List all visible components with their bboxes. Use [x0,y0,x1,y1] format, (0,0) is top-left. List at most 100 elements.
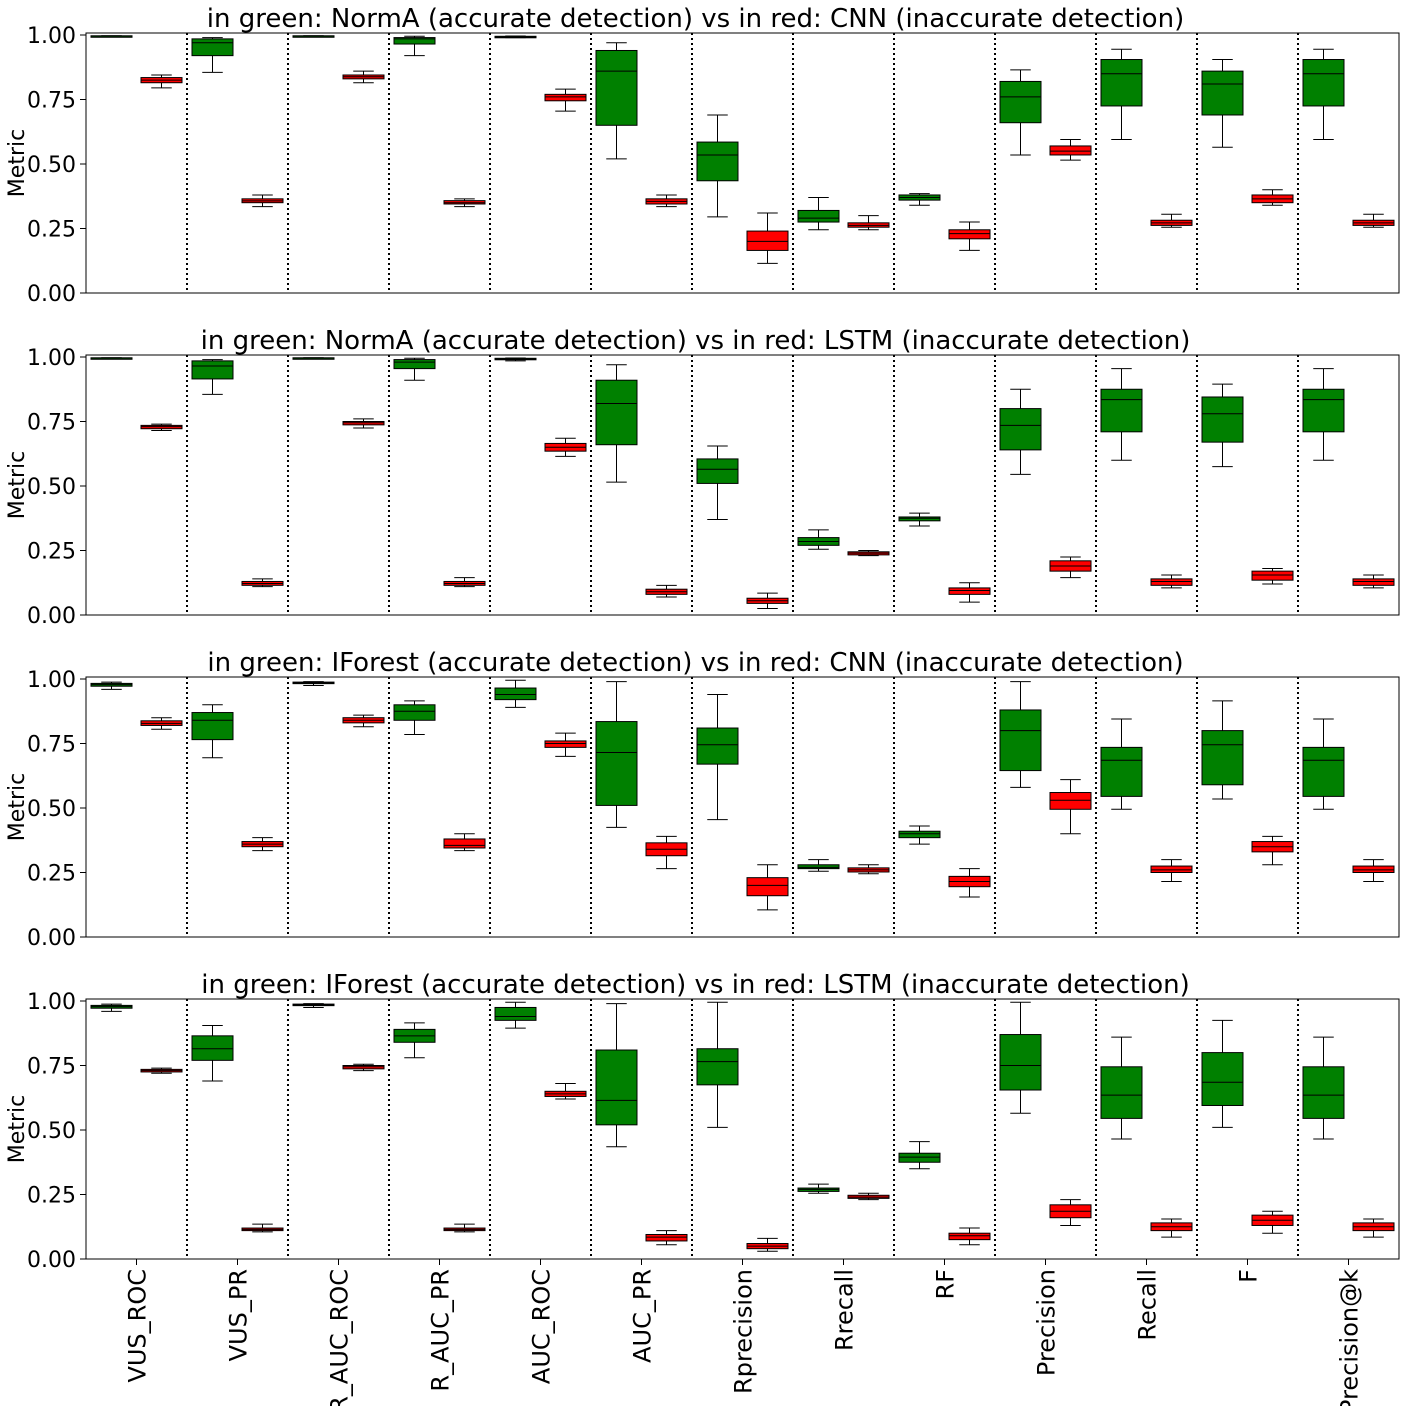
box-iqr [999,408,1042,451]
inaccurate-box-Rprecision [746,212,789,264]
accurate-box-Rrecall [797,1183,840,1194]
inaccurate-box-F [1251,189,1294,206]
box-iqr [746,877,789,897]
box-iqr [595,1049,638,1126]
inaccurate-box-Precision@k [1352,574,1395,589]
box-iqr [948,229,991,240]
inaccurate-box-VUS_PR [241,578,284,588]
y-tick-label: 0.00 [27,604,76,629]
inaccurate-box-Recall [1150,213,1193,228]
box-iqr [191,38,234,57]
accurate-box-VUS_ROC [90,681,133,690]
x-tick-label: F [1235,1269,1263,1283]
inaccurate-box-R_AUC_PR [443,577,486,588]
x-tick-label: Rrecall [831,1269,859,1351]
accurate-box-VUS_PR [191,704,234,759]
box-iqr [1100,746,1143,797]
inaccurate-box-Recall [1150,859,1193,883]
box-iqr [797,209,840,223]
inaccurate-box-VUS_PR [241,1223,284,1233]
box-iqr [1201,730,1244,786]
accurate-box-Precision@k [1302,368,1345,461]
y-tick-label: 0.75 [27,411,76,436]
inaccurate-box-R_AUC_PR [443,198,486,208]
inaccurate-box-R_AUC_PR [443,1223,486,1233]
inaccurate-box-Rrecall [847,215,890,231]
box-iqr [696,458,739,484]
accurate-box-Precision [999,69,1042,156]
accurate-box-R_AUC_ROC [292,357,335,360]
x-tick-label: AUC_PR [629,1269,657,1363]
accurate-box-AUC_ROC [494,1001,537,1029]
accurate-box-AUC_PR [595,364,638,483]
y-tick-label: 0.00 [27,282,76,307]
chart-panel-3: in green: IForest (accurate detection) v… [5,648,1400,951]
box-iqr [1352,578,1395,586]
box-iqr [999,1034,1042,1091]
inaccurate-box-Rprecision [746,1237,789,1252]
accurate-box-R_AUC_PR [393,357,436,381]
accurate-box-Precision@k [1302,48,1345,140]
inaccurate-box-Rrecall [847,550,890,557]
inaccurate-box-Precision@k [1352,1218,1395,1238]
inaccurate-box-R_AUC_ROC [342,1063,385,1072]
box-iqr [191,1035,234,1061]
y-axis-label: Metric [5,451,30,519]
box-iqr [393,359,436,370]
accurate-box-R_AUC_ROC [292,681,335,686]
x-tick-label: AUC_ROC [528,1269,556,1384]
plot-frame [85,676,1400,938]
accurate-box-VUS_PR [191,359,234,395]
accurate-box-Precision [999,681,1042,788]
inaccurate-box-R_AUC_PR [443,833,486,852]
accurate-box-F [1201,700,1244,800]
box-iqr [1150,865,1193,873]
accurate-box-Precision [999,1001,1042,1114]
y-axis-label: Metric [5,129,30,197]
y-tick-label: 1.00 [27,990,76,1015]
accurate-box-RF [898,1141,941,1170]
accurate-box-VUS_ROC [90,35,133,38]
inaccurate-box-AUC_PR [645,1230,688,1246]
plot-frame [85,998,1400,1260]
inaccurate-box-VUS_ROC [140,1067,183,1074]
accurate-box-Precision [999,388,1042,475]
box-iqr [1201,396,1244,443]
y-tick-label: 1.00 [27,24,76,49]
y-tick-label: 0.25 [27,1184,76,1209]
accurate-box-Recall [1100,718,1143,810]
y-tick-label: 0.75 [27,89,76,114]
y-tick-label: 0.25 [27,862,76,887]
accurate-box-Rprecision [696,445,739,521]
box-iqr [595,721,638,806]
box-iqr [999,709,1042,772]
box-iqr [1049,792,1092,810]
y-tick-label: 1.00 [27,346,76,371]
box-iqr [191,712,234,741]
box-iqr [645,1233,688,1242]
inaccurate-box-Precision [1049,556,1092,579]
inaccurate-box-RF [948,582,991,603]
inaccurate-box-Precision@k [1352,859,1395,883]
box-iqr [1150,578,1193,586]
chart-title: in green: IForest (accurate detection) v… [207,648,1183,678]
box-iqr [1251,570,1294,581]
box-iqr [948,587,991,595]
inaccurate-box-RF [948,221,991,251]
accurate-box-Rprecision [696,1001,739,1128]
accurate-box-R_AUC_PR [393,1022,436,1059]
chart-title: in green: NormA (accurate detection) vs … [207,4,1184,34]
inaccurate-box-R_AUC_ROC [342,418,385,429]
box-iqr [1049,145,1092,156]
box-iqr [1302,1066,1345,1119]
inaccurate-box-RF [948,1227,991,1246]
inaccurate-box-AUC_ROC [544,437,587,457]
inaccurate-box-Rrecall [847,1192,890,1201]
box-iqr [696,141,739,182]
y-axis-label: Metric [5,773,30,841]
inaccurate-box-Rprecision [746,864,789,911]
box-iqr [1100,59,1143,107]
accurate-box-F [1201,1019,1244,1128]
accurate-box-RF [898,825,941,845]
